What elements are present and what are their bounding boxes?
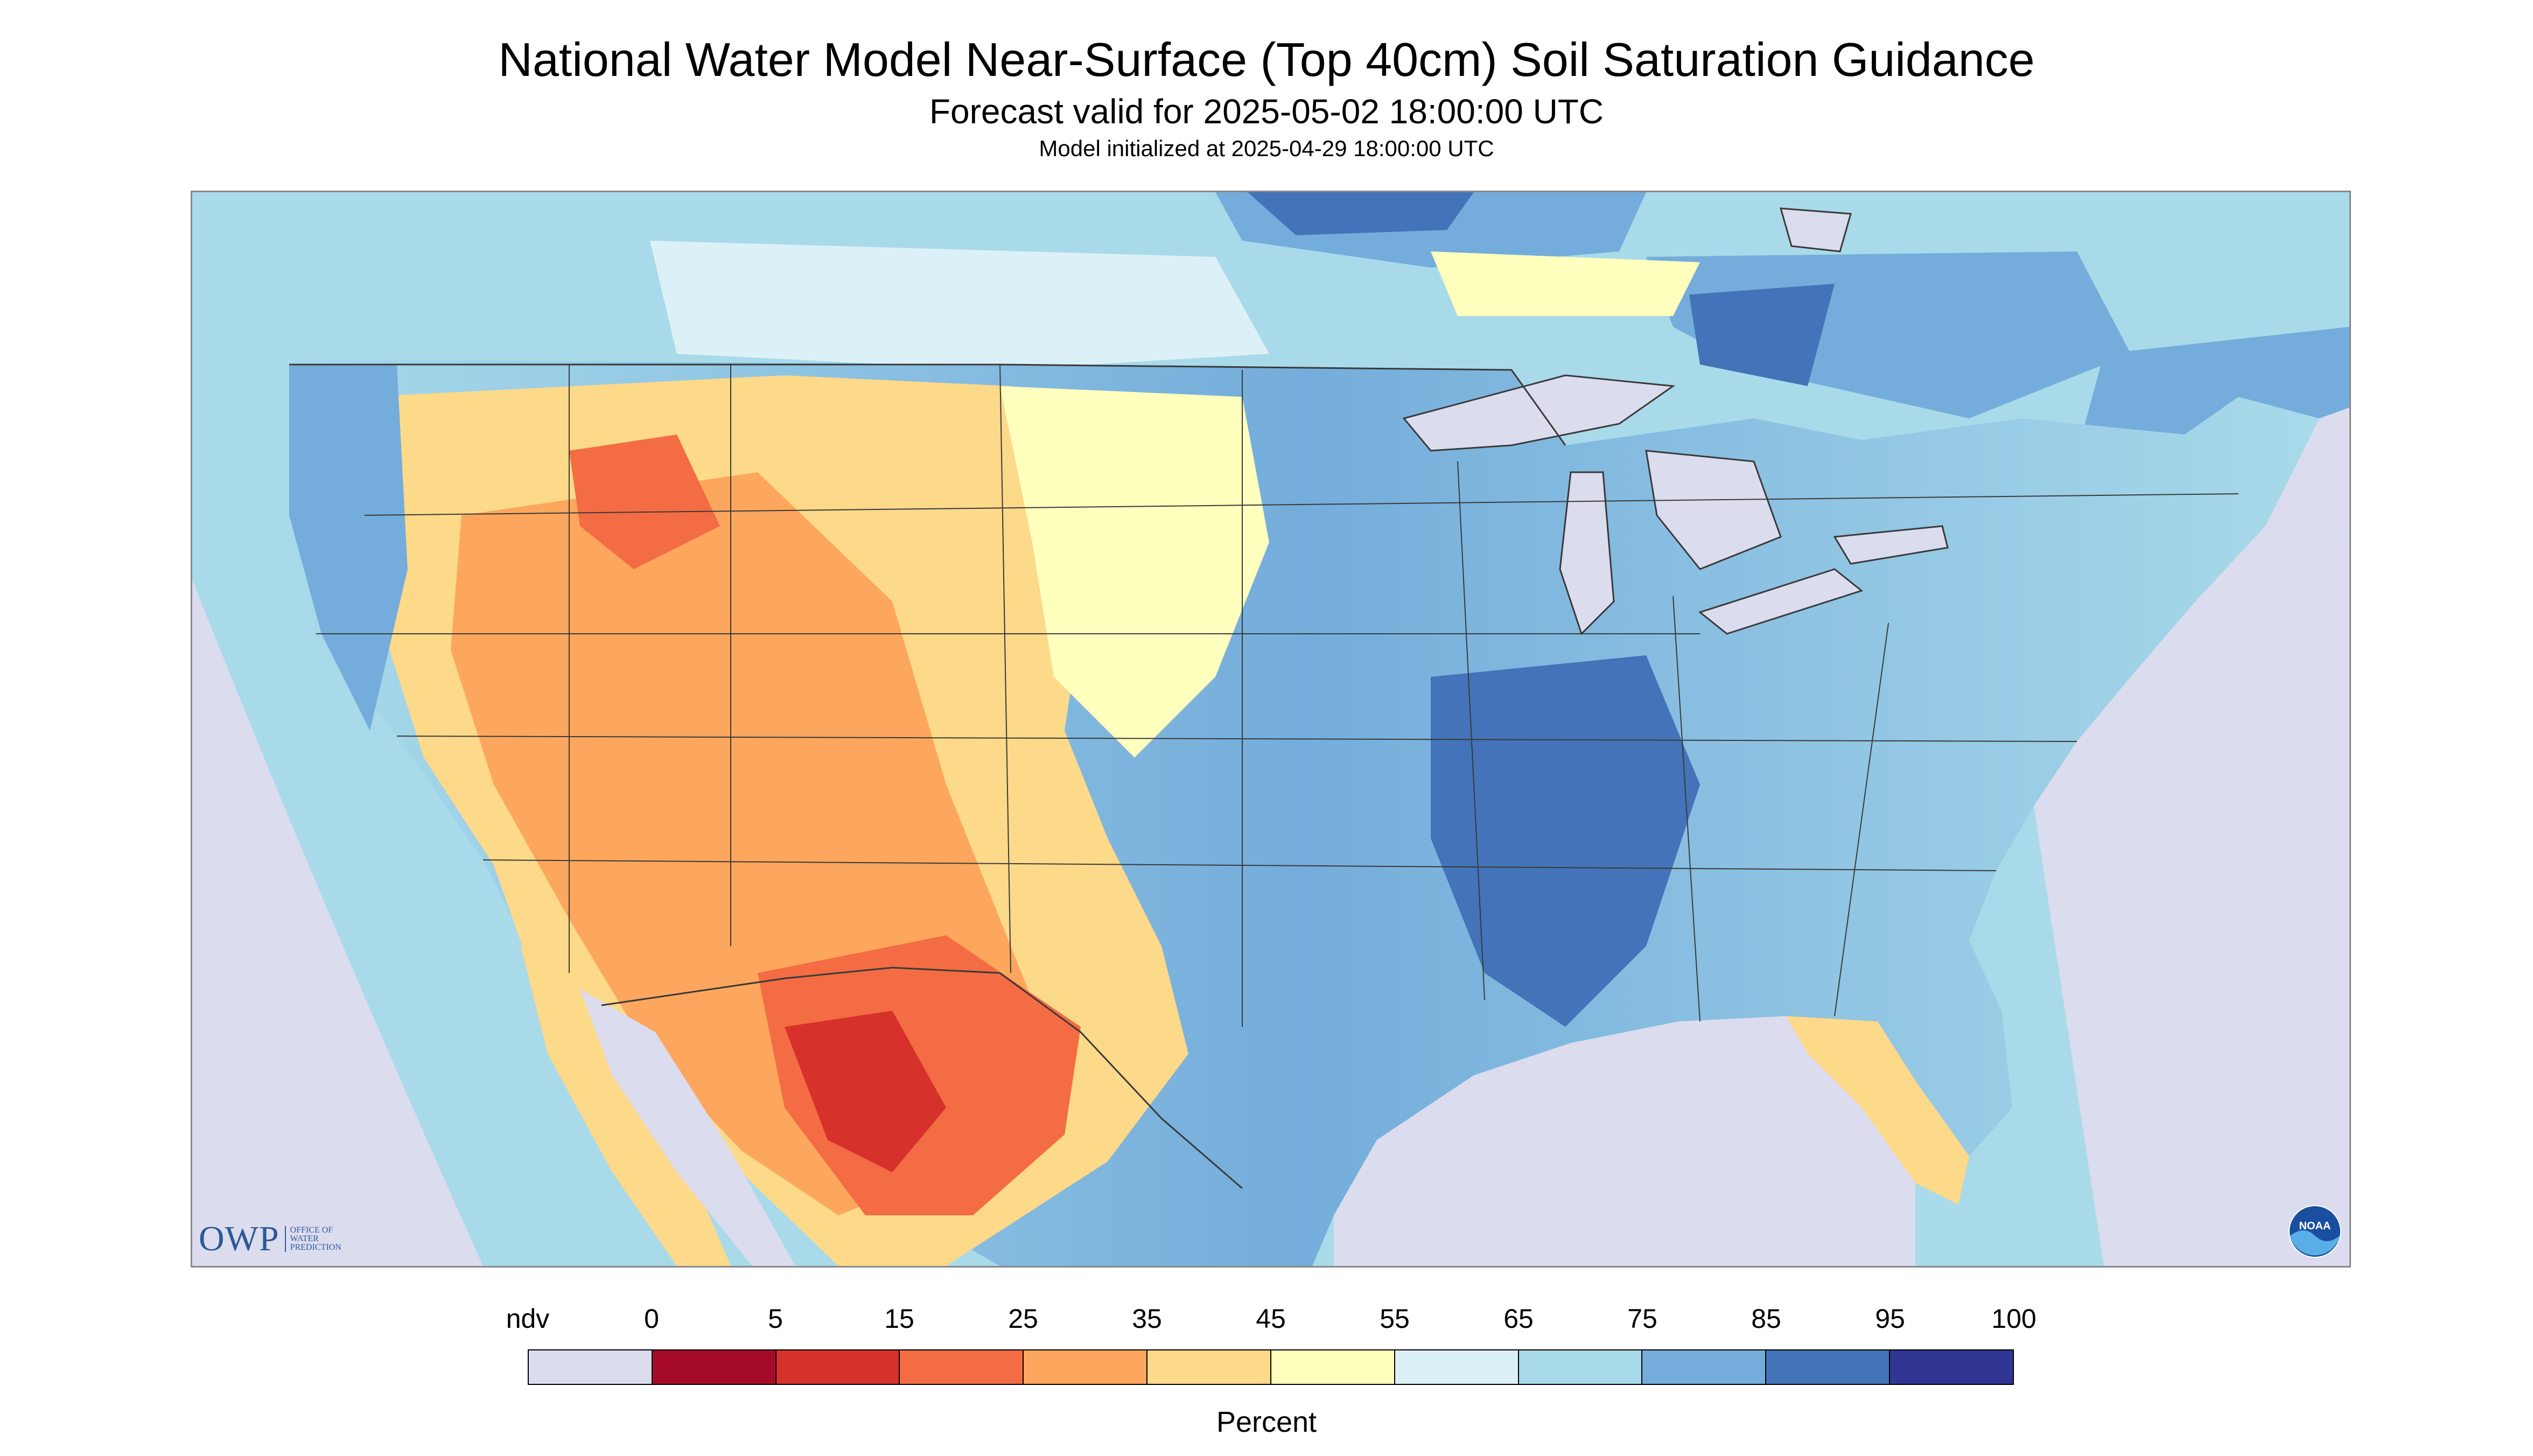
legend-swatch xyxy=(1766,1350,1891,1384)
lake-superior xyxy=(1402,374,1676,452)
baja-california-land xyxy=(521,946,731,1266)
pacific-northwest-wet-region xyxy=(289,365,408,731)
legend-tick-label: 0 xyxy=(644,1304,659,1334)
legend-tick-label: 65 xyxy=(1503,1304,1534,1334)
plains-moderate-region xyxy=(1000,386,1269,758)
atlantic-ocean xyxy=(2034,408,2349,1266)
legend-tick-label: 55 xyxy=(1380,1304,1410,1334)
legend-tick-label: 75 xyxy=(1627,1304,1657,1334)
prairie-moderate-patch xyxy=(650,241,1269,370)
lake-ontario xyxy=(1833,525,1949,565)
legend-tick-label: 100 xyxy=(1991,1304,2037,1334)
forecast-valid-time: Forecast valid for 2025-05-02 18:00:00 U… xyxy=(929,92,1604,131)
legend-swatch xyxy=(900,1350,1024,1384)
noaa-logo-text: NOAA xyxy=(2299,1220,2331,1232)
legend-swatch xyxy=(1024,1350,1148,1384)
legend-swatch xyxy=(1890,1350,2013,1384)
owp-logo: OWP Office of Water Prediction xyxy=(199,1219,341,1259)
florida-dry-region xyxy=(1786,1016,1969,1205)
chihuahua-core-dry-region xyxy=(785,1011,946,1172)
state-line xyxy=(396,736,2077,742)
lake-huron xyxy=(1645,450,1782,570)
great-lakes xyxy=(1402,207,1949,635)
legend-swatch xyxy=(1519,1350,1643,1384)
borders xyxy=(289,363,2239,1189)
state-line xyxy=(482,859,1997,871)
map-canvas xyxy=(192,192,2349,1266)
legend-swatch xyxy=(529,1350,653,1384)
legend-tick-label: 85 xyxy=(1751,1304,1781,1334)
legend-tick-label: 95 xyxy=(1875,1304,1905,1334)
state-line xyxy=(1673,596,1701,1022)
state-line xyxy=(1457,461,1485,1000)
lake-erie xyxy=(1698,568,1864,635)
lake-michigan xyxy=(1559,471,1615,635)
mississippi-valley-wet-region xyxy=(1431,655,1700,1027)
pacific-nodata xyxy=(192,580,483,1266)
legend-swatch xyxy=(1642,1350,1767,1384)
legend-tick-label: 35 xyxy=(1132,1304,1162,1334)
legend-swatch xyxy=(776,1350,900,1384)
noaa-logo: NOAA xyxy=(2289,1205,2341,1258)
legend-unit-label: Percent xyxy=(1216,1406,1317,1438)
legend-tick-label: 5 xyxy=(768,1304,783,1334)
legend-tick-label: 45 xyxy=(1256,1304,1286,1334)
atlantic-nodata xyxy=(2104,494,2349,1266)
owp-logo-text: Office of Water Prediction xyxy=(284,1226,341,1252)
legend-swatch xyxy=(1395,1350,1519,1384)
state-line xyxy=(1834,622,1889,1017)
state-line xyxy=(364,493,2239,516)
owp-logo-mark: OWP xyxy=(199,1219,279,1258)
us-canada-border xyxy=(289,363,1566,446)
legend-tick-label: 15 xyxy=(884,1304,914,1334)
legend-swatch xyxy=(1271,1350,1395,1384)
legend-swatch xyxy=(652,1350,776,1384)
ontario-very-wet-patch xyxy=(1689,284,1835,386)
state-line xyxy=(999,364,1011,974)
legend-tick-label: 25 xyxy=(1008,1304,1038,1334)
gulf-of-california xyxy=(580,989,795,1266)
canada-very-wet-patch xyxy=(1248,192,1474,235)
map-title: National Water Model Near-Surface (Top 4… xyxy=(498,33,2035,86)
legend-swatch xyxy=(1147,1350,1271,1384)
us-mexico-border xyxy=(601,967,1243,1189)
legend-tick-label: ndv xyxy=(506,1304,550,1334)
northern-lake xyxy=(1779,207,1852,253)
idaho-dry-patch xyxy=(569,435,720,569)
legend-colorbar xyxy=(528,1349,2014,1385)
soil-saturation-map: OWP Office of Water Prediction NOAA xyxy=(191,191,2351,1268)
color-legend: ndv 0 5 15 25 35 45 55 65 75 85 95 100 Percent xyxy=(0,1303,2533,1443)
gulf-of-mexico xyxy=(1334,1016,1915,1266)
model-init-time: Model initialized at 2025-04-29 18:00:00… xyxy=(1039,136,1494,161)
prairie-dry-patch xyxy=(1431,251,1700,316)
